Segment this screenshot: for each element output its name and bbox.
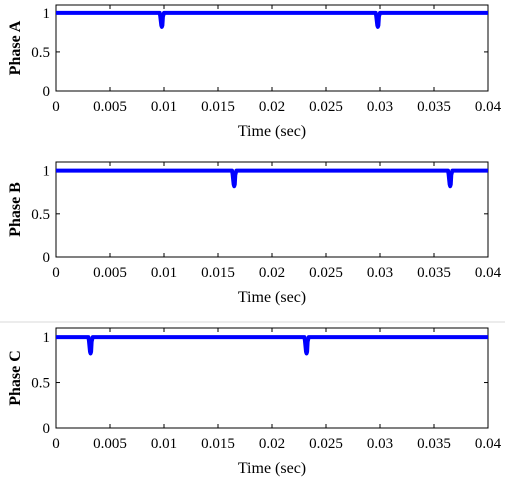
phase-a-chart: 0 0.005 0.01 0.015 0.02 0.025 0.03 0.035 0.04 0 0.… — [7, 4, 502, 140]
phase-b-y-tick-label: 1 — [43, 164, 51, 180]
phase-c-x-tick-label: 0.015 — [201, 436, 235, 452]
phase-c-x-tick-label: 0.04 — [475, 436, 502, 452]
phase-c-x-axis-title: Time (sec) — [238, 460, 306, 477]
phase-a-x-tick-label: 0.01 — [151, 99, 177, 115]
phase-c-axes-frame — [55, 327, 489, 429]
phase-a-x-tick-label: 0.015 — [201, 99, 235, 115]
phase-c-x-tick-label: 0.005 — [93, 436, 127, 452]
phase-b-x-tick-label: 0.005 — [93, 265, 127, 281]
phase-c-series-line — [56, 335, 488, 356]
phase-a-series-line — [56, 10, 488, 29]
phase-c-y-tick-label: 0 — [43, 421, 51, 437]
phase-b-x-tick-label: 0.04 — [475, 265, 502, 281]
phase-c-x-tick-label: 0.01 — [151, 436, 177, 452]
phase-b-x-tick-label: 0.01 — [151, 265, 177, 281]
phase-b-x-tick-label: 0.02 — [259, 265, 285, 281]
phase-a-x-tick-label: 0.005 — [93, 99, 127, 115]
phase-a-y-tick-label: 1 — [43, 6, 51, 22]
phase-b-x-axis-title: Time (sec) — [238, 289, 306, 306]
phase-b-y-axis-title: Phase B — [7, 182, 24, 237]
phase-a-axes-frame — [55, 4, 489, 92]
phase-a-y-axis-title: Phase A — [7, 20, 24, 75]
phase-a-x-tick-label: 0.025 — [309, 99, 343, 115]
phase-a-x-tick-label: 0.035 — [417, 99, 451, 115]
phase-b-x-tick-label: 0.015 — [201, 265, 235, 281]
phase-b-x-tick-label: 0 — [52, 265, 60, 281]
phase-b-chart: 0 0.005 0.01 0.015 0.02 0.025 0.03 0.035 0.04 0 0.… — [7, 161, 502, 306]
phase-a-x-axis-title: Time (sec) — [238, 123, 306, 140]
phase-b-series-line — [56, 168, 488, 189]
phase-b-x-tick-label: 0.035 — [417, 265, 451, 281]
phase-a-x-tick-label: 0.04 — [475, 99, 502, 115]
phase-b-x-tick-label: 0.03 — [367, 265, 393, 281]
phase-c-chart: 0 0.005 0.01 0.015 0.02 0.025 0.03 0.035 0.04 0 0.… — [7, 327, 502, 477]
phase-c-y-axis-title: Phase C — [7, 350, 24, 406]
phase-b-y-tick-label: 0.5 — [31, 207, 50, 223]
phase-c-y-tick-label: 0.5 — [31, 376, 50, 392]
phase-c-x-tick-label: 0 — [52, 436, 60, 452]
phase-a-x-tick-label: 0.02 — [259, 99, 285, 115]
phase-b-x-tick-label: 0.025 — [309, 265, 343, 281]
phase-b-axes-frame — [55, 161, 489, 258]
phase-a-x-tick-label: 0.03 — [367, 99, 393, 115]
phase-a-x-tick-label: 0 — [52, 99, 60, 115]
phase-a-y-tick-label: 0 — [43, 84, 51, 100]
phase-a-y-tick-label: 0.5 — [31, 45, 50, 61]
phase-c-x-tick-label: 0.025 — [309, 436, 343, 452]
phase-c-x-tick-label: 0.035 — [417, 436, 451, 452]
phase-c-x-tick-label: 0.02 — [259, 436, 285, 452]
phase-b-y-tick-label: 0 — [43, 250, 51, 266]
phase-c-y-tick-label: 1 — [43, 330, 51, 346]
phase-c-x-tick-label: 0.03 — [367, 436, 393, 452]
